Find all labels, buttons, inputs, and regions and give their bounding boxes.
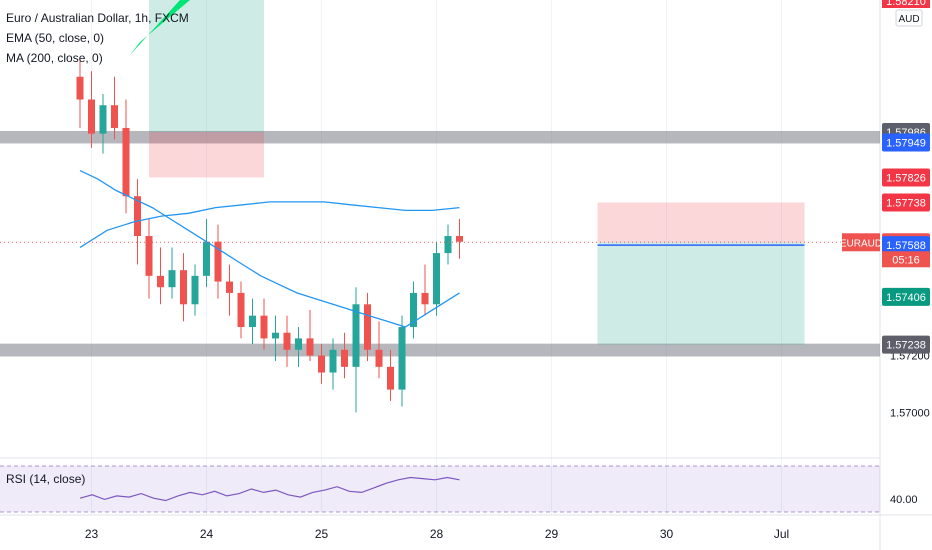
candle-body bbox=[191, 275, 199, 305]
currency-label: AUD bbox=[898, 14, 919, 25]
price-badge-label: 1.57826 bbox=[886, 172, 926, 184]
symbol-label: EURAUD bbox=[840, 238, 882, 249]
candle-body bbox=[444, 236, 452, 254]
ma200-line bbox=[79, 201, 460, 248]
candle-body bbox=[88, 99, 95, 134]
countdown-label: 05:16 bbox=[892, 254, 920, 266]
candle-body bbox=[329, 349, 337, 373]
price-badge-label: 1.57588 bbox=[886, 240, 926, 252]
candle-body bbox=[157, 275, 164, 288]
candle-body bbox=[145, 236, 153, 276]
rsi-line bbox=[79, 476, 460, 502]
x-tick-label: Jul bbox=[774, 527, 789, 541]
price-badge bbox=[882, 236, 930, 255]
x-tick-label: 30 bbox=[660, 527, 674, 541]
chart-title: Euro / Australian Dollar, 1h, FXCM bbox=[6, 11, 189, 25]
candle-body bbox=[237, 292, 245, 328]
candle-body bbox=[352, 304, 360, 367]
candle-body bbox=[295, 338, 302, 350]
candle-body bbox=[410, 292, 417, 328]
short-target-zone[interactable] bbox=[149, 0, 264, 132]
candle-body bbox=[76, 76, 84, 100]
candle-body bbox=[111, 105, 118, 128]
candle-body bbox=[306, 338, 314, 356]
price-badge-label: 1.57406 bbox=[886, 292, 926, 304]
candle-body bbox=[272, 332, 279, 339]
x-tick-label: 25 bbox=[315, 527, 329, 541]
candle-body bbox=[364, 304, 371, 350]
symbol-badge bbox=[842, 233, 880, 252]
top-price-label: 1.58210 bbox=[886, 0, 926, 8]
price-badge bbox=[882, 168, 930, 187]
ma-legend: MA (200, close, 0) bbox=[6, 51, 103, 65]
candle-body bbox=[122, 127, 130, 197]
price-badge-label: 1.57949 bbox=[886, 137, 926, 149]
candle-body bbox=[341, 349, 348, 367]
x-tick-label: 23 bbox=[85, 527, 99, 541]
candle-body bbox=[456, 236, 463, 242]
ema-legend: EMA (50, close, 0) bbox=[6, 31, 105, 45]
long-stop-zone[interactable] bbox=[597, 202, 805, 243]
sr-zone bbox=[0, 343, 880, 357]
long-target-zone[interactable] bbox=[597, 242, 805, 345]
candle-body bbox=[260, 315, 268, 339]
candle-body bbox=[180, 270, 187, 305]
candle-body bbox=[99, 105, 107, 134]
candle-body bbox=[283, 332, 291, 350]
candle-body bbox=[433, 253, 440, 305]
candle-body bbox=[318, 355, 325, 373]
candle-body bbox=[375, 349, 383, 367]
price-badge bbox=[882, 133, 930, 152]
candle-body bbox=[226, 281, 233, 293]
candle-body bbox=[203, 241, 210, 276]
top-price-badge bbox=[882, 0, 930, 8]
rsi-band bbox=[0, 466, 880, 512]
candle-body bbox=[134, 196, 141, 237]
candle-body bbox=[168, 270, 176, 288]
x-tick-label: 28 bbox=[430, 527, 444, 541]
x-tick-label: 29 bbox=[545, 527, 559, 541]
price-badge bbox=[882, 193, 930, 212]
candle-body bbox=[398, 327, 406, 390]
price-badge bbox=[882, 287, 930, 306]
price-badge-label: 1.57238 bbox=[886, 340, 926, 352]
x-tick-label: 24 bbox=[200, 527, 214, 541]
candle-body bbox=[421, 292, 429, 305]
y-tick-label: 1.57000 bbox=[890, 407, 930, 419]
sr-zone bbox=[0, 130, 880, 144]
candle-body bbox=[387, 366, 394, 390]
rsi-legend: RSI (14, close) bbox=[6, 472, 86, 486]
candle-body bbox=[249, 315, 256, 328]
price-badge-label: 1.57738 bbox=[886, 197, 926, 209]
currency-box[interactable] bbox=[895, 9, 923, 27]
chart-legend: Euro / Australian Dollar, 1h, FXCM EMA (… bbox=[6, 8, 189, 68]
ema50-line bbox=[79, 170, 460, 328]
countdown-badge bbox=[882, 251, 930, 268]
price-badge bbox=[882, 335, 930, 354]
candle-body bbox=[214, 241, 222, 282]
rsi-tick-label: 40.00 bbox=[890, 494, 918, 506]
short-stop-zone[interactable] bbox=[149, 131, 264, 178]
